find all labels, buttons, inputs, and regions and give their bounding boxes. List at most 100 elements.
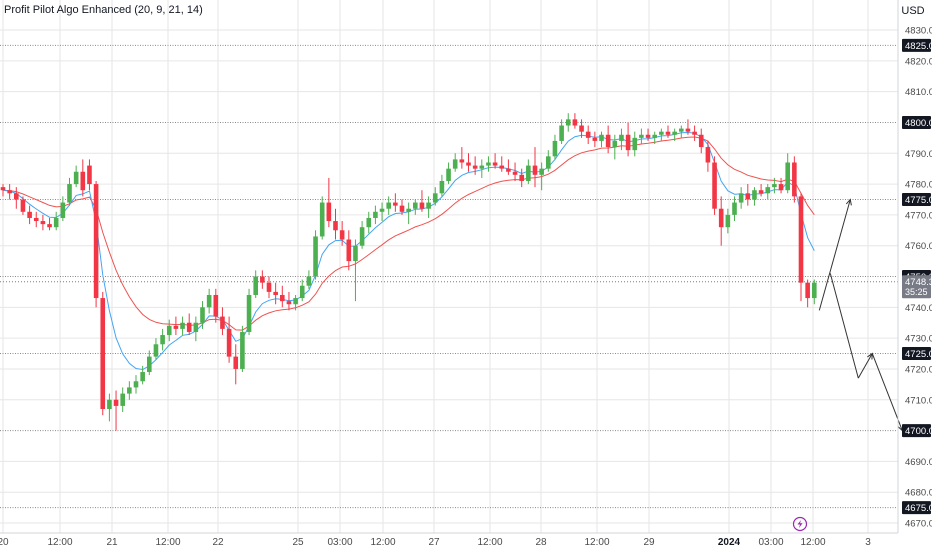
candle-body (306, 276, 312, 286)
time-tick-label: 12:00 (477, 537, 502, 548)
candle-body (685, 128, 691, 132)
candle-body (745, 193, 751, 200)
price-tick-label: 4770.0 (905, 210, 932, 221)
time-tick-label: 22 (212, 537, 224, 548)
time-tick-label: 20 (0, 537, 9, 548)
level-label-box (902, 38, 931, 52)
time-tick-label: 03:00 (758, 537, 783, 548)
candle-body (399, 205, 405, 212)
candle-body (140, 372, 145, 382)
price-tick-label: 4790.0 (905, 149, 932, 160)
candle-body (492, 162, 498, 166)
candle-body (758, 190, 764, 194)
candle-body (599, 134, 604, 141)
candle-body (27, 211, 32, 218)
price-tick-label: 4720.0 (905, 364, 932, 375)
price-tick-label: 4730.0 (905, 334, 932, 345)
time-tick-label: 12:00 (47, 537, 72, 548)
candle-body (33, 217, 39, 222)
candle-body (286, 301, 292, 305)
candle-body (20, 199, 26, 212)
time-axis[interactable]: 20 12:00 21 12:00 22 25 03:00 12:00 27 12:00 28 12:… (0, 532, 898, 548)
candle-body (506, 168, 511, 172)
candle-body (805, 282, 810, 299)
candle-body (479, 165, 485, 169)
candle-body (718, 208, 724, 228)
price-tick-label: 4680.0 (905, 488, 932, 499)
candle-body (765, 187, 771, 194)
candle-body (373, 211, 378, 218)
candle-body (619, 134, 624, 141)
candle-body (280, 294, 285, 302)
candle-body (193, 322, 199, 332)
candle-body (153, 344, 159, 357)
candle-body (40, 221, 46, 225)
price-axis[interactable]: 4830.0 4820.0 4810.0 4790.0 4780.0 4770.0 4760… (897, 0, 932, 533)
candle-body (120, 393, 125, 406)
candle-body (625, 134, 631, 151)
candle-body (679, 128, 684, 132)
candle-body (339, 230, 345, 240)
candle-body (812, 282, 817, 299)
candle-body (785, 162, 790, 191)
candle-body (180, 322, 185, 329)
candle-body (579, 125, 584, 132)
candle-body (419, 202, 425, 209)
candle-body (406, 208, 411, 212)
candle-body (379, 208, 385, 212)
projection-final-arrow (871, 353, 903, 431)
candle-body (612, 140, 618, 148)
ma-fast-line (2, 131, 815, 371)
candle-body (293, 298, 298, 305)
candle-body (386, 202, 391, 209)
price-tick-label: 4740.0 (905, 303, 932, 314)
price-tick-label: 4670.0 (905, 519, 932, 530)
candle-body (246, 294, 252, 332)
candle-body (266, 282, 272, 292)
candle-body (107, 399, 112, 409)
level-label: 4775.0 (905, 195, 932, 206)
price-tick-label: 4710.0 (905, 395, 932, 406)
candle-body (413, 202, 418, 209)
candle-body (319, 202, 325, 237)
candle-body (532, 165, 538, 175)
candle-body (366, 217, 372, 228)
candle-body (80, 171, 86, 191)
candle-body (565, 119, 571, 126)
horizontal-levels (0, 44, 898, 509)
candle-body (526, 165, 531, 181)
indicator-label: Profit Pilot Algo Enhanced (20, 9, 21, 1… (4, 4, 203, 16)
candle-body (539, 168, 544, 175)
level-label: 4725.0 (905, 349, 932, 360)
candle-body (0, 187, 6, 191)
candle-body (260, 276, 265, 283)
time-tick-label: 27 (428, 537, 440, 548)
level-label: 4800.0 (905, 118, 932, 129)
current-price-label: 4748.3 (905, 277, 932, 288)
candle-body (738, 193, 744, 203)
price-tick-label: 4760.0 (905, 241, 932, 252)
candle-body (426, 202, 431, 209)
candle-body (299, 285, 305, 299)
flash-icon[interactable] (792, 516, 808, 532)
moving-averages (2, 131, 815, 371)
time-tick-label: 25 (292, 537, 304, 548)
candle-body (113, 399, 119, 406)
candle-body (147, 356, 152, 373)
candle-body (752, 190, 757, 200)
level-label-box (902, 115, 931, 129)
candle-body (226, 328, 232, 357)
candle-body (645, 134, 651, 138)
projection-down-leg (829, 273, 859, 379)
candle-body (93, 184, 99, 299)
candle-body (393, 202, 398, 206)
candle-body (486, 162, 491, 166)
candle-body (632, 137, 638, 151)
currency-label: USD (901, 5, 924, 17)
candle-body (326, 202, 332, 222)
candle-body (466, 162, 471, 166)
candle-body (792, 162, 797, 197)
candle-body (233, 356, 239, 369)
